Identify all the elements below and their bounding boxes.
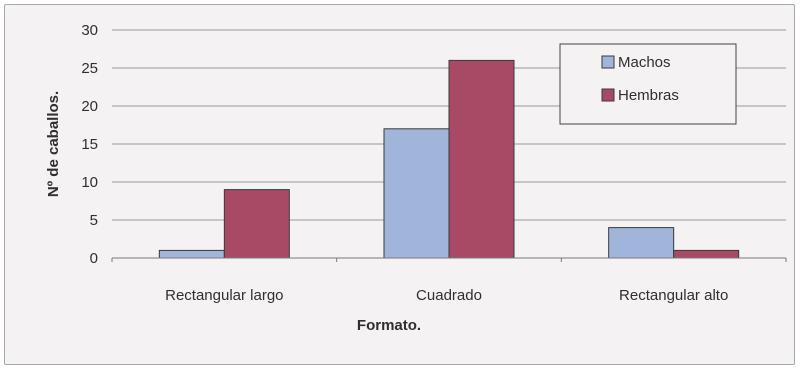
y-tick-label: 5 [90, 212, 98, 229]
x-tick-label: Rectangular largo [165, 287, 283, 304]
x-axis-ticks: Rectangular largo Cuadrado Rectangular alt… [111, 258, 787, 304]
y-tick-label: 25 [81, 60, 98, 77]
y-axis-ticks: 0 5 10 15 20 25 30 [81, 22, 98, 267]
legend-swatch-machos [601, 55, 615, 69]
legend: Machos Hembras [559, 43, 737, 125]
bars [158, 59, 740, 259]
y-tick-label: 0 [90, 250, 98, 267]
bar-hembras-1 [223, 189, 290, 259]
bar-machos-2 [383, 128, 450, 259]
x-tick-label: Cuadrado [416, 287, 482, 304]
bar-machos-1 [158, 249, 225, 259]
x-axis-label: Formato. [357, 317, 421, 334]
legend-label-hembras: Hembras [618, 87, 679, 104]
legend-label-machos: Machos [618, 54, 671, 71]
y-tick-label: 10 [81, 174, 98, 191]
bar-hembras-3 [673, 249, 740, 259]
y-tick-label: 20 [81, 98, 98, 115]
x-tick-label: Rectangular alto [619, 287, 728, 304]
bar-hembras-2 [448, 59, 515, 259]
bar-machos-3 [608, 227, 675, 259]
y-axis-label: Nº de caballos. [45, 91, 62, 197]
legend-swatch-hembras [601, 88, 615, 102]
legend-box [559, 43, 737, 125]
y-tick-label: 15 [81, 136, 98, 153]
y-tick-label: 30 [81, 22, 98, 39]
